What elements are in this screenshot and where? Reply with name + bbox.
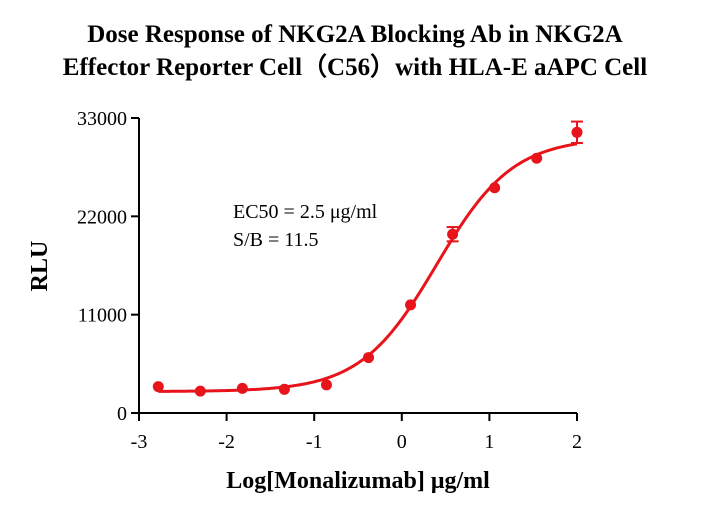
data-point xyxy=(194,385,206,397)
x-tick-label: 1 xyxy=(484,431,494,453)
labels-layer: EC50 = 2.5 μg/ml S/B = 11.5 Log[Monalizu… xyxy=(27,201,490,494)
sb-annotation: S/B = 11.5 xyxy=(233,229,319,251)
data-points-layer xyxy=(152,120,583,397)
x-tick-label: -2 xyxy=(218,431,235,453)
data-point xyxy=(236,382,248,394)
y-tick-label: 22000 xyxy=(77,206,127,228)
data-point xyxy=(489,182,501,194)
x-axis-title: Log[Monalizumab] μg/ml xyxy=(226,468,490,494)
data-point xyxy=(320,379,332,391)
x-tick-label: -1 xyxy=(306,431,323,453)
x-tick-label: 0 xyxy=(397,431,407,453)
x-tick-label: -3 xyxy=(131,431,148,453)
data-point xyxy=(278,383,290,395)
chart-title-line-2: Effector Reporter Cell（C56）with HLA-E aA… xyxy=(62,54,648,81)
y-axis-title: RLU xyxy=(27,241,53,292)
data-point xyxy=(405,299,417,311)
axes: 0 11000 22000 33000 -3 -2 -1 0 1 2 xyxy=(77,108,582,453)
data-point xyxy=(363,352,375,364)
y-tick-label: 11000 xyxy=(78,305,127,327)
data-point xyxy=(152,381,164,393)
chart-title-line-1: Dose Response of NKG2A Blocking Ab in NK… xyxy=(87,21,623,48)
x-tick-label: 2 xyxy=(572,431,582,453)
data-point xyxy=(447,228,459,240)
data-point xyxy=(531,152,543,164)
y-tick-label: 33000 xyxy=(77,108,127,130)
y-tick-label: 0 xyxy=(117,403,127,425)
chart-title: Dose Response of NKG2A Blocking Ab in NK… xyxy=(0,18,710,84)
data-point xyxy=(571,126,583,138)
ec50-annotation: EC50 = 2.5 μg/ml xyxy=(233,201,378,223)
